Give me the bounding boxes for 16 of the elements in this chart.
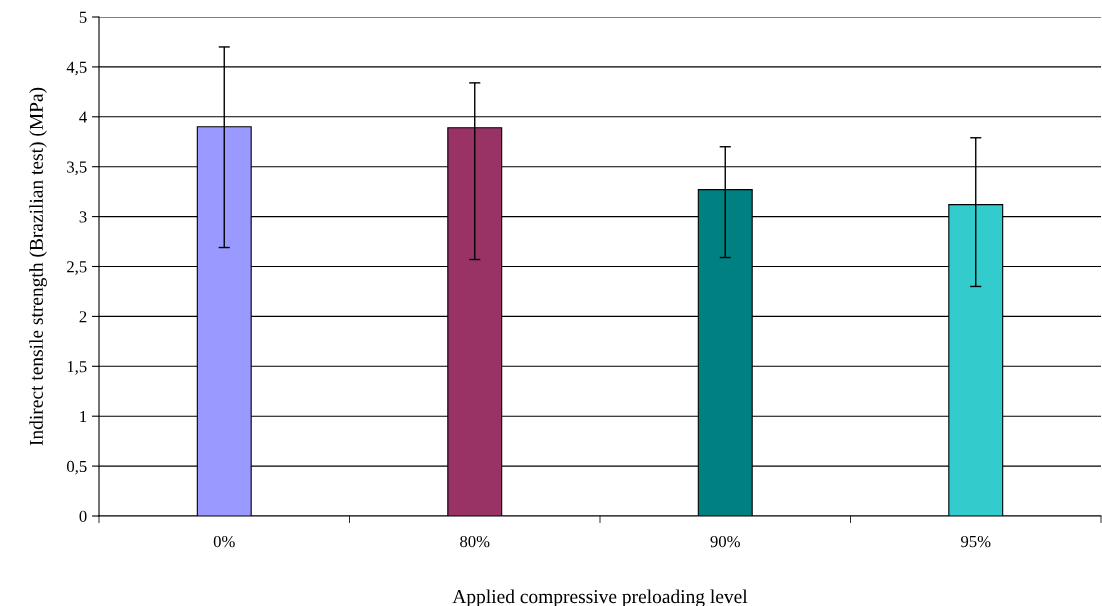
y-tick-label: 3 (79, 211, 87, 223)
x-tick-label: 0% (213, 535, 235, 548)
y-tick-label: 4 (79, 111, 87, 123)
y-tick-label: 4,5 (66, 61, 87, 76)
x-tick-label: 80% (460, 535, 490, 548)
y-tick-label: 3,5 (67, 161, 87, 176)
x-tick-label: 90% (710, 535, 740, 548)
y-tick-label: 5 (79, 11, 87, 23)
y-tick-label: 1 (80, 410, 87, 422)
x-tick-label: 95% (961, 535, 991, 548)
y-tick-label: 2,5 (67, 261, 87, 275)
y-axis-title: Indirect tensile strength (Brazilian test) (MPa) (29, 87, 47, 446)
y-tick-label: 1,5 (67, 361, 87, 375)
y-tick-label: 0 (79, 510, 87, 522)
y-tick-label: 2 (79, 311, 87, 323)
y-tick-label: 0,5 (67, 460, 87, 475)
